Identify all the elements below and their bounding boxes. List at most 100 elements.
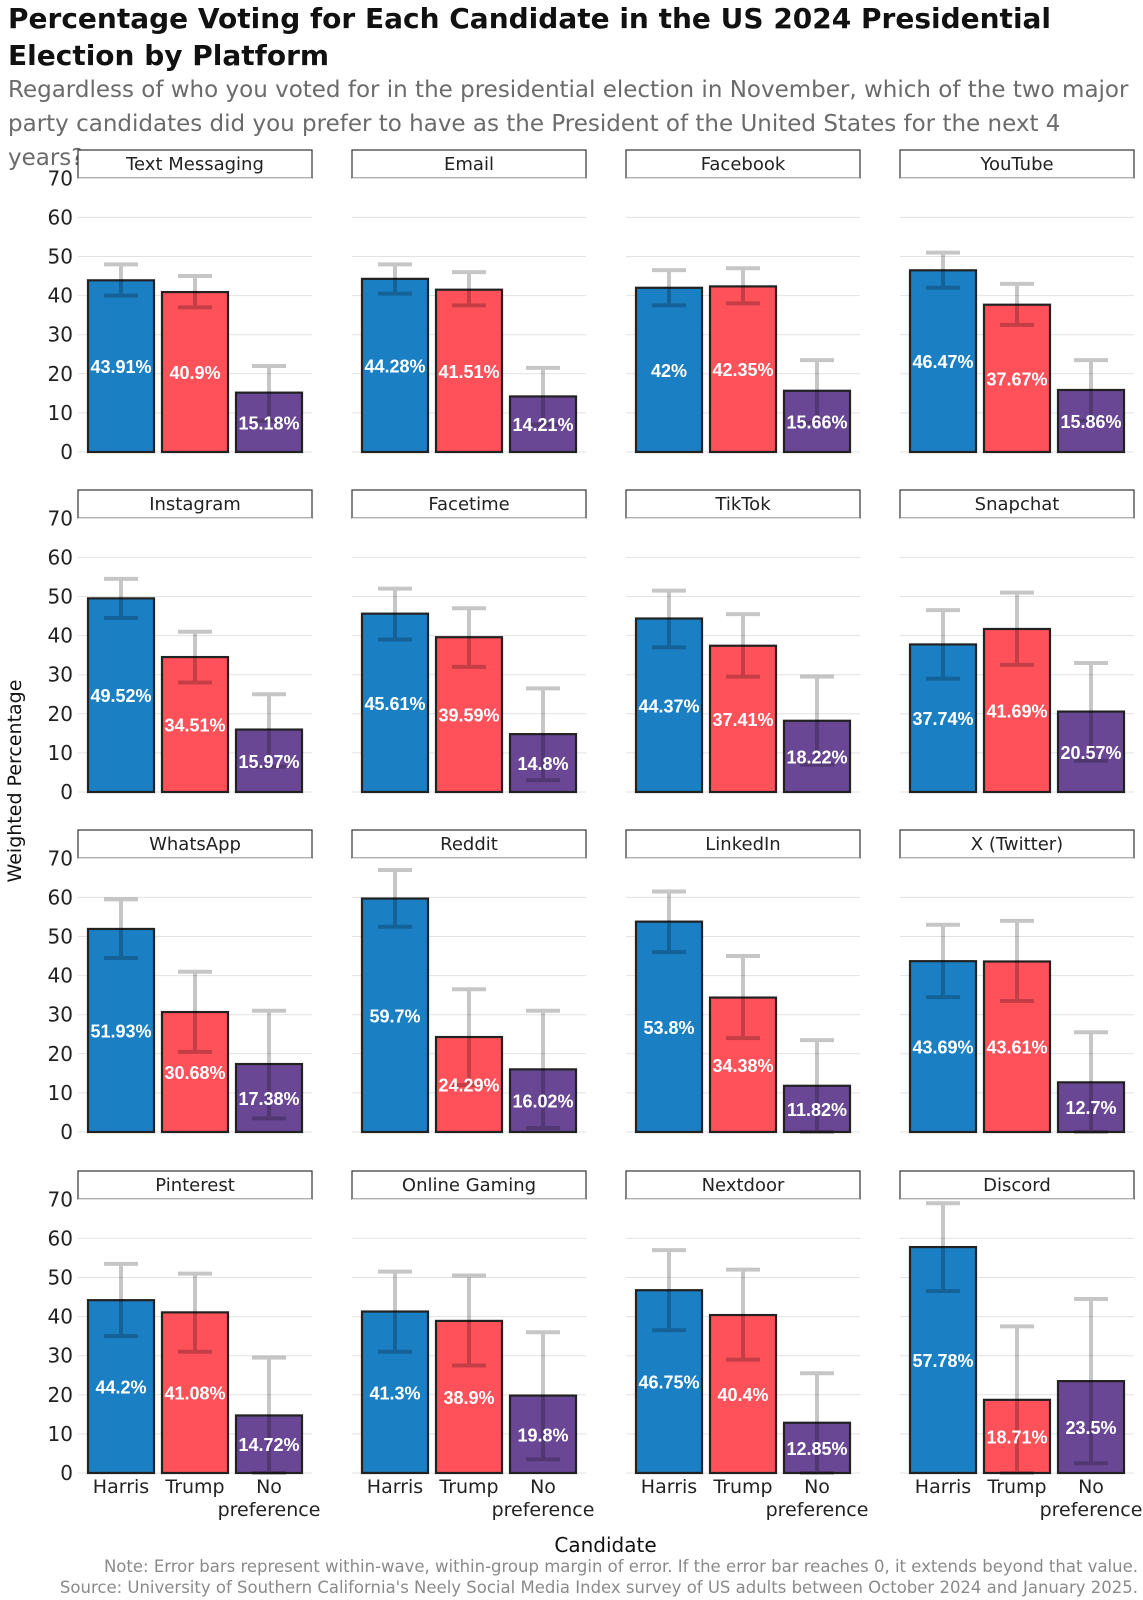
data-label: 43.91% [90,357,151,377]
facet-panel: YouTube 46.47% 37.67% 15.86% [899,149,1135,454]
error-bar [178,969,212,1054]
bar [982,960,1052,1134]
facet-strip [351,1170,587,1200]
y-tick-label: 20 [48,1383,73,1407]
facet-panel: WhatsApp 0 10 20 30 40 50 60 70 51.93% 30.68% 17.38… [48,829,313,1144]
error-bar [726,1267,760,1362]
y-tick-label: 70 [48,506,73,530]
bar [708,1313,778,1475]
facet-panel: Reddit 59.7% 24.29% 16.02% [351,829,587,1134]
data-label: 15.18% [238,413,299,433]
data-label: 44.37% [638,696,699,716]
error-bar [178,629,212,685]
facet-strip [77,489,313,519]
facet-panel: Instagram 0 10 20 30 40 50 60 70 49.52% 34.51% 15.9… [48,489,313,804]
bar [782,1421,852,1475]
facet-strip [77,149,313,179]
data-label: 12.85% [786,1439,847,1459]
bar [508,733,578,794]
bar [234,728,304,794]
y-tick-label: 30 [48,1003,73,1027]
error-bar [926,250,960,290]
facet-panel: Pinterest 0 10 20 30 40 50 60 70 44.2% 41.08% 14.72… [48,1170,321,1521]
chart-subtitle: Regardless of who you voted for in the p… [8,77,1129,171]
facet-panel: Snapchat 37.74% 41.69% 20.57% [899,489,1135,794]
facet-title: Nextdoor [702,1175,785,1196]
error-bar [1000,918,1034,1004]
y-tick-label: 10 [48,1081,73,1105]
facet-title: Pinterest [155,1175,235,1196]
data-label: 14.72% [238,1435,299,1455]
facet-panel: Facetime 45.61% 39.59% 14.8% [351,489,587,794]
y-tick-label: 70 [48,846,73,870]
x-tick-label: Harris [367,1476,423,1498]
data-label: 43.61% [986,1038,1047,1058]
bar [86,597,156,794]
error-bar [252,363,286,423]
bar [434,288,504,454]
bar [908,643,978,794]
x-tick-label: No [530,1476,556,1498]
data-label: 45.61% [364,694,425,714]
source-note: Source: University of Southern Californi… [59,1578,1138,1597]
y-tick-label: 10 [48,741,73,765]
y-tick-label: 20 [48,362,73,386]
facet-title: Discord [983,1175,1051,1196]
y-tick-label: 20 [48,1042,73,1066]
data-label: 41.51% [438,362,499,382]
bar [708,285,778,454]
data-label: 15.86% [1060,412,1121,432]
bar [160,1311,230,1475]
x-tick-label: Trump [712,1476,772,1498]
data-label: 20.57% [1060,743,1121,763]
chart-title: Percentage Voting for Each Candidate in … [8,2,1052,72]
error-bar [926,922,960,1000]
error-bar [452,270,486,308]
facet-title: Email [444,154,494,175]
bar [708,996,778,1134]
y-tick-label: 40 [48,624,73,648]
data-label: 23.5% [1065,1418,1116,1438]
error-bar [104,897,138,961]
y-tick-label: 60 [48,1226,73,1250]
bar [434,1319,504,1475]
error-bar [178,1271,212,1354]
x-tick-label: Trump [164,1476,224,1498]
facet-strip [625,829,861,859]
facet-title: LinkedIn [705,834,780,855]
bar [234,391,304,454]
bar [234,1414,304,1475]
facet-panel: LinkedIn 53.8% 34.38% 11.82% [625,829,861,1134]
data-label: 37.41% [712,710,773,730]
bar [982,627,1052,794]
data-label: 15.97% [238,752,299,772]
error-bar [452,606,486,669]
error-bar [378,868,412,929]
error-bar [652,268,686,308]
data-label: 34.51% [164,716,225,736]
bar [634,286,704,454]
error-bar [1000,590,1034,667]
y-tick-label: 40 [48,284,73,308]
error-bar [526,1330,560,1462]
x-tick-label: preference [218,1499,321,1521]
bar [360,1310,430,1475]
facet-panel: Facebook 42% 42.35% 15.66% [625,149,861,454]
error-bar [1074,1030,1108,1134]
data-label: 59.7% [369,1006,420,1026]
facet-title: Online Gaming [402,1175,536,1196]
facet-strip [899,489,1135,519]
error-bar [378,262,412,296]
y-tick-label: 0 [60,1461,73,1485]
facet-title: YouTube [979,154,1053,175]
x-tick-label: Harris [93,1476,149,1498]
data-label: 19.8% [517,1425,568,1445]
error-bar [378,1269,412,1354]
y-tick-label: 30 [48,663,73,687]
y-tick-label: 60 [48,545,73,569]
data-label: 44.28% [364,356,425,376]
y-tick-label: 0 [60,780,73,804]
bar [360,612,430,794]
bar [508,1394,578,1475]
data-label: 57.78% [912,1351,973,1371]
